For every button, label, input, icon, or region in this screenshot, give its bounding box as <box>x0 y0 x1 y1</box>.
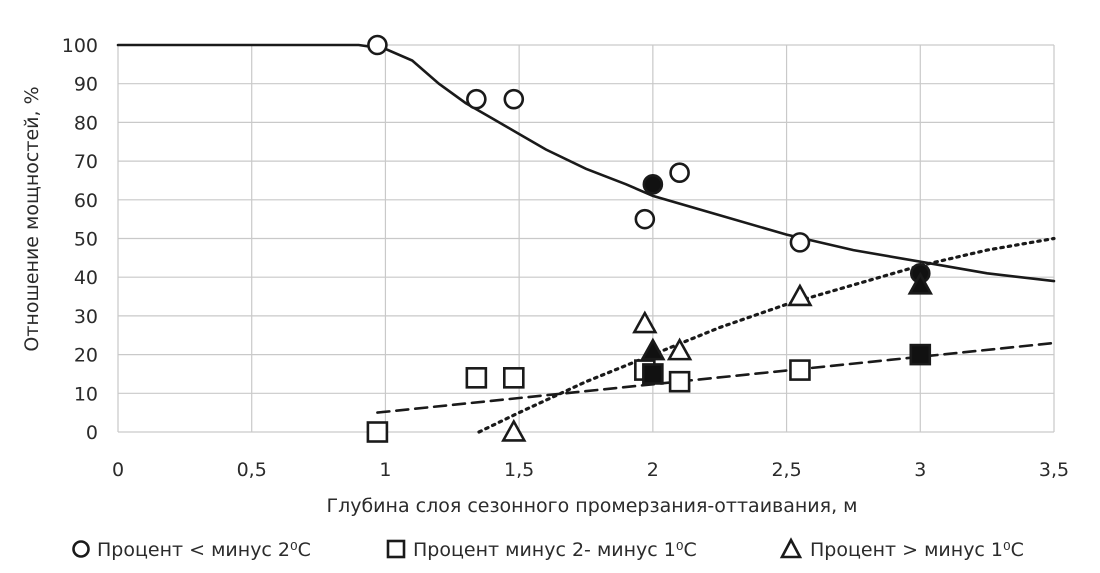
trend-line-dashed <box>376 341 1056 414</box>
legend-label-warm: Процент > минус 1⁰С <box>810 539 1024 561</box>
square-point <box>366 421 389 443</box>
legend-item-cold: Процент < минус 2⁰С <box>72 539 311 561</box>
grid <box>117 44 1055 433</box>
x-tick-label: 1,5 <box>504 459 534 481</box>
square-point <box>789 359 811 381</box>
circle-point <box>789 232 811 253</box>
data-markers <box>366 34 933 443</box>
y-tick-label: 80 <box>74 112 98 134</box>
legend: Процент < минус 2⁰С Процент минус 2- мин… <box>72 537 1024 561</box>
y-tick-label: 10 <box>74 383 98 405</box>
triangle-point <box>787 283 813 307</box>
circle-point <box>367 34 388 56</box>
triangle-point <box>640 337 666 361</box>
x-tick-label: 1 <box>379 459 391 481</box>
triangle-point <box>907 271 933 295</box>
y-tick-label: 0 <box>86 422 98 444</box>
y-tick-label: 90 <box>74 74 98 96</box>
x-tick-labels: 0 0,5 1 1,5 2 2,5 3 3,5 <box>112 459 1069 481</box>
x-tick-label: 2,5 <box>771 459 801 481</box>
y-tick-label: 60 <box>74 190 98 212</box>
triangle-point <box>666 337 693 361</box>
square-point <box>465 367 488 389</box>
legend-circle-marker <box>72 540 90 558</box>
trend-lines <box>116 43 1056 434</box>
legend-label-mid: Процент минус 2- минус 1⁰С <box>413 539 697 561</box>
square-point <box>668 370 691 393</box>
x-tick-label: 3 <box>914 459 926 481</box>
y-axis-label: Отношение мощностей, % <box>21 86 43 351</box>
y-tick-labels: 0 10 20 30 40 50 60 70 80 90 100 <box>62 35 98 444</box>
trend-line-solid <box>116 43 1056 283</box>
y-tick-label: 40 <box>74 267 98 289</box>
x-tick-label: 2 <box>647 459 659 481</box>
x-tick-label: 0,5 <box>237 459 267 481</box>
y-tick-label: 70 <box>74 151 98 173</box>
y-tick-label: 100 <box>62 35 98 57</box>
y-tick-label: 20 <box>74 345 98 367</box>
triangle-point <box>632 310 658 334</box>
square-point <box>909 343 932 366</box>
y-tick-label: 30 <box>74 306 98 328</box>
x-axis-label: Глубина слоя сезонного промерзания-оттаи… <box>326 495 857 517</box>
x-tick-label: 3,5 <box>1039 459 1069 481</box>
trend-line-dotted <box>477 236 1056 434</box>
x-tick-label: 0 <box>112 459 124 481</box>
square-point <box>642 363 664 385</box>
circle-point <box>503 88 525 110</box>
legend-triangle-marker <box>779 537 803 559</box>
square-point <box>502 367 525 389</box>
legend-item-mid: Процент минус 2- минус 1⁰С <box>386 539 697 561</box>
legend-label-cold: Процент < минус 2⁰С <box>97 539 311 561</box>
circle-point <box>466 88 487 110</box>
circle-point <box>634 208 656 230</box>
circle-point <box>669 162 690 184</box>
triangle-point <box>501 418 527 442</box>
legend-item-warm: Процент > минус 1⁰С <box>779 537 1024 561</box>
circle-point <box>642 174 664 195</box>
legend-square-marker <box>386 539 406 559</box>
y-tick-label: 50 <box>74 229 98 251</box>
